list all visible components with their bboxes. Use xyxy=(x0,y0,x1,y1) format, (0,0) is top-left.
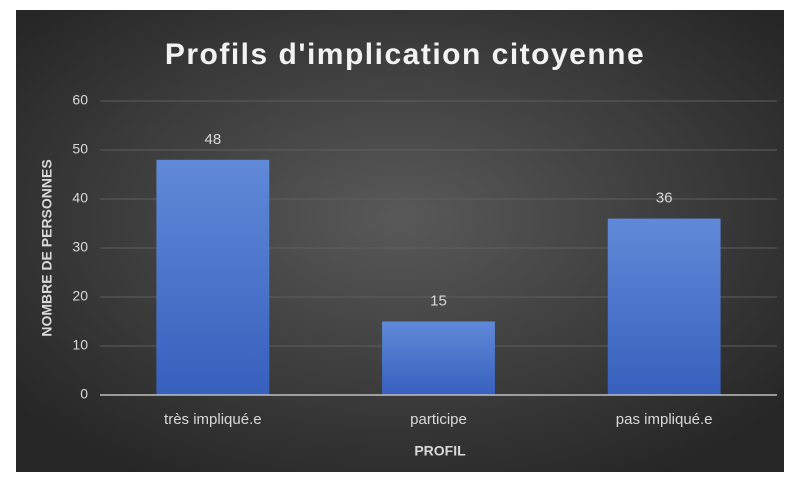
y-tick-label: 50 xyxy=(72,141,88,157)
x-tick-label: participe xyxy=(410,411,467,428)
y-axis-title: NOMBRE DE PERSONNES xyxy=(39,159,55,336)
bar xyxy=(607,218,721,395)
bar xyxy=(156,159,270,395)
y-tick-label: 10 xyxy=(72,337,88,353)
y-tick-label: 0 xyxy=(80,386,88,402)
x-tick-label: pas impliqué.e xyxy=(616,411,713,428)
data-label: 15 xyxy=(430,292,447,309)
y-tick-label: 20 xyxy=(72,288,88,304)
x-tick-label: très impliqué.e xyxy=(164,411,262,428)
x-axis-title: PROFIL xyxy=(414,443,466,459)
y-tick-label: 60 xyxy=(72,92,88,108)
data-label: 36 xyxy=(656,190,673,207)
bar xyxy=(382,321,495,395)
y-tick-label: 30 xyxy=(72,239,88,255)
data-label: 48 xyxy=(204,131,221,148)
y-tick-label: 40 xyxy=(72,190,88,206)
chart-title: Profils d'implication citoyenne xyxy=(165,38,645,71)
